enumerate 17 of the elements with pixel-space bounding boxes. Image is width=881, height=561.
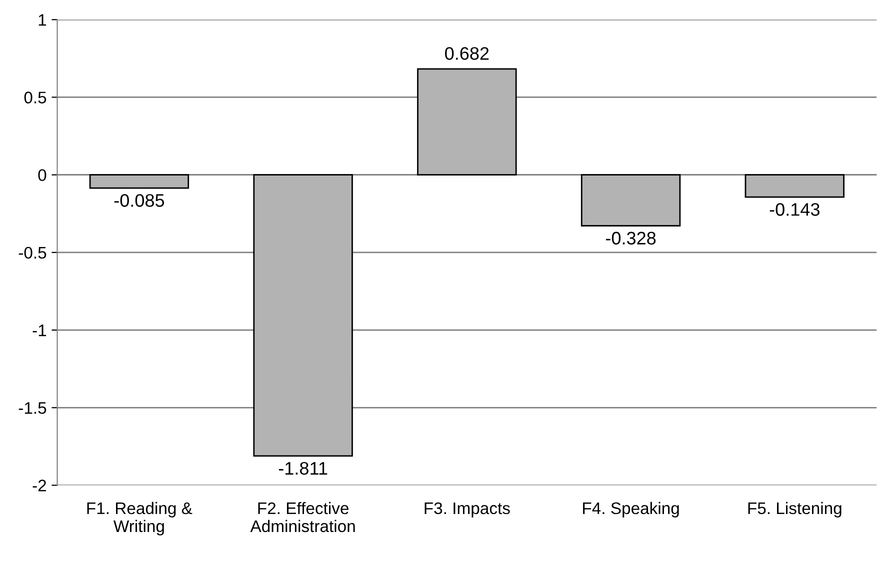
data-label: 0.682 bbox=[445, 47, 489, 60]
y-tick-label: -1.5 bbox=[18, 402, 46, 414]
y-tick-label: -1 bbox=[32, 324, 46, 336]
x-tick-label: F1. Reading & Writing bbox=[87, 502, 192, 536]
data-label: -1.811 bbox=[278, 462, 328, 475]
x-tick-label: F4. Speaking bbox=[583, 502, 679, 518]
data-label: -0.143 bbox=[770, 203, 820, 216]
x-tick-label: F5. Listening bbox=[748, 502, 842, 518]
x-tick-label: F3. Impacts bbox=[424, 502, 510, 518]
y-tick-label: 1 bbox=[38, 14, 46, 26]
y-tick-label: 0.5 bbox=[24, 92, 46, 104]
x-tick-label: F2. Effective Administration bbox=[250, 502, 355, 532]
y-tick-label: -2 bbox=[32, 480, 46, 492]
y-tick-label: 0 bbox=[38, 169, 46, 182]
y-tick-label: -0.5 bbox=[18, 246, 46, 259]
data-label: -0.085 bbox=[114, 194, 164, 207]
data-label: -0.328 bbox=[606, 232, 656, 245]
